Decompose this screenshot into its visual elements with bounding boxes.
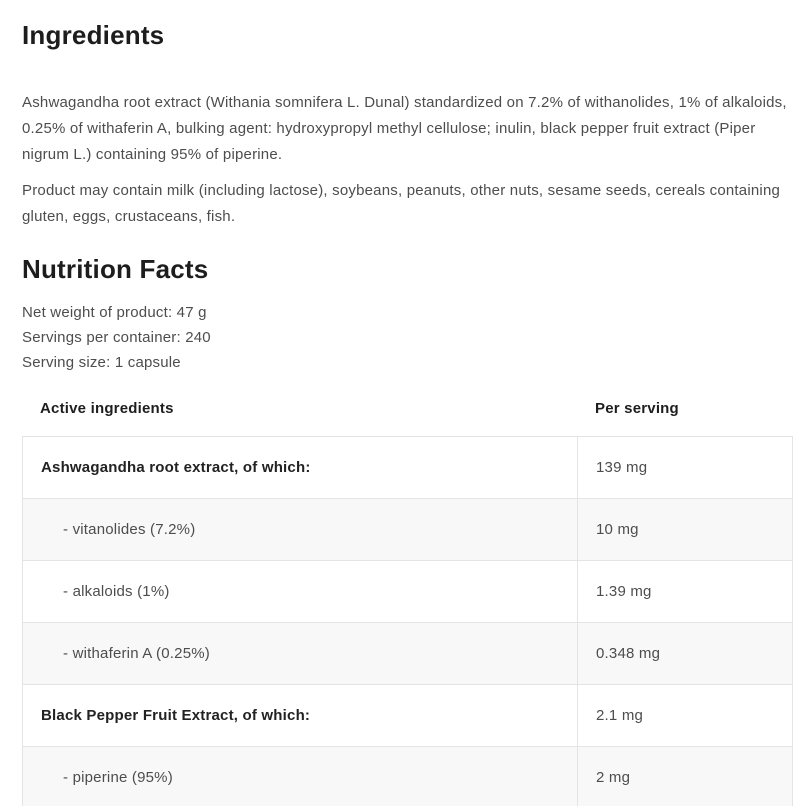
ingredient-name-cell: - alkaloids (1%)	[22, 560, 578, 623]
per-serving-value-cell: 2.1 mg	[577, 684, 793, 747]
nutrition-table-header: Active ingredients Per serving	[22, 400, 792, 417]
ingredient-name-cell: Black Pepper Fruit Extract, of which:	[22, 684, 578, 747]
ingredients-description: Ashwagandha root extract (Withania somni…	[22, 94, 787, 163]
per-serving-value-cell: 139 mg	[577, 436, 793, 499]
per-serving-column-header: Per serving	[595, 400, 679, 417]
nutrition-facts-table: Ashwagandha root extract, of which: 139 m…	[22, 436, 793, 806]
active-ingredients-column-header: Active ingredients	[40, 400, 174, 417]
table-row: - vitanolides (7.2%) 10 mg	[22, 498, 793, 561]
per-serving-value-cell: 10 mg	[577, 498, 793, 561]
table-row: - withaferin A (0.25%) 0.348 mg	[22, 622, 793, 685]
nutrition-facts-section-title: Nutrition Facts	[22, 254, 209, 284]
table-row: Ashwagandha root extract, of which: 139 m…	[22, 436, 793, 499]
serving-info-block: Net weight of product: 47 g Servings per…	[22, 300, 792, 375]
serving-size-line: Serving size: 1 capsule	[22, 354, 181, 371]
ingredient-name-cell: - piperine (95%)	[22, 746, 578, 806]
table-row: - alkaloids (1%) 1.39 mg	[22, 560, 793, 623]
per-serving-value-cell: 1.39 mg	[577, 560, 793, 623]
per-serving-value-cell: 2 mg	[577, 746, 793, 806]
net-weight-line: Net weight of product: 47 g	[22, 304, 207, 321]
table-row: Black Pepper Fruit Extract, of which: 2.1…	[22, 684, 793, 747]
per-serving-value-cell: 0.348 mg	[577, 622, 793, 685]
ingredients-section-title: Ingredients	[22, 20, 165, 50]
ingredient-name-cell: - vitanolides (7.2%)	[22, 498, 578, 561]
servings-per-container-line: Servings per container: 240	[22, 329, 211, 346]
allergen-notice: Product may contain milk (including lact…	[22, 182, 781, 225]
table-row: - piperine (95%) 2 mg	[22, 746, 793, 806]
ingredient-name-cell: Ashwagandha root extract, of which:	[22, 436, 578, 499]
ingredient-name-cell: - withaferin A (0.25%)	[22, 622, 578, 685]
